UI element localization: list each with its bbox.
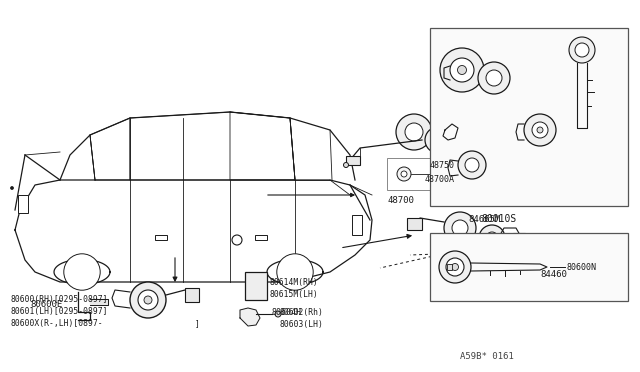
Circle shape	[452, 220, 468, 236]
Bar	[513, 233, 525, 243]
Circle shape	[478, 62, 510, 94]
Circle shape	[486, 232, 498, 244]
Circle shape	[144, 296, 152, 304]
Text: 80600(RH)[0295-0897]: 80600(RH)[0295-0897]	[10, 295, 108, 304]
Circle shape	[130, 282, 166, 318]
Text: 84460: 84460	[540, 270, 567, 279]
Text: 80600N: 80600N	[567, 263, 597, 272]
Bar	[447, 264, 452, 270]
Circle shape	[486, 70, 502, 86]
Circle shape	[537, 127, 543, 133]
Polygon shape	[577, 63, 587, 128]
Bar	[387, 158, 449, 190]
Text: 80010S: 80010S	[481, 214, 516, 224]
Circle shape	[569, 37, 595, 63]
Text: 80603(LH): 80603(LH)	[280, 320, 324, 329]
Text: 48700A: 48700A	[425, 175, 455, 184]
Text: ]: ]	[195, 319, 200, 328]
Circle shape	[458, 151, 486, 179]
Bar	[18, 195, 28, 213]
Bar	[407, 218, 422, 230]
Circle shape	[396, 114, 432, 150]
Circle shape	[138, 290, 158, 310]
Text: 80615M(LH): 80615M(LH)	[270, 290, 319, 299]
Circle shape	[232, 235, 242, 245]
Circle shape	[401, 171, 407, 177]
Circle shape	[444, 212, 476, 244]
Circle shape	[451, 263, 458, 270]
Bar	[255, 235, 267, 240]
Circle shape	[532, 122, 548, 138]
Text: 80601(LH)[0295-0897]: 80601(LH)[0295-0897]	[10, 307, 108, 316]
Bar	[185, 288, 199, 302]
Text: 80600E: 80600E	[30, 300, 62, 309]
Bar	[430, 28, 628, 206]
Bar	[546, 246, 560, 258]
Circle shape	[439, 251, 471, 283]
Polygon shape	[443, 124, 458, 140]
Circle shape	[490, 235, 530, 275]
Text: 80602(Rh): 80602(Rh)	[280, 308, 324, 317]
Circle shape	[344, 163, 349, 167]
Polygon shape	[90, 299, 108, 305]
Text: 80600X(R-,LH)[0897-: 80600X(R-,LH)[0897-	[10, 319, 102, 328]
Text: 80604H: 80604H	[272, 308, 302, 317]
Circle shape	[506, 251, 514, 259]
Circle shape	[64, 254, 100, 290]
Circle shape	[446, 258, 464, 276]
Circle shape	[479, 225, 505, 251]
Circle shape	[458, 65, 467, 74]
Text: 80614M(RH): 80614M(RH)	[270, 278, 319, 287]
Polygon shape	[471, 263, 547, 271]
Circle shape	[431, 133, 445, 147]
Text: 48700: 48700	[388, 196, 415, 205]
Circle shape	[425, 127, 451, 153]
Bar	[245, 272, 267, 300]
Bar	[155, 235, 167, 240]
Bar	[430, 233, 628, 301]
Bar	[352, 215, 362, 235]
Circle shape	[440, 48, 484, 92]
Circle shape	[276, 254, 313, 290]
Circle shape	[405, 123, 423, 141]
Circle shape	[524, 114, 556, 146]
Circle shape	[275, 311, 281, 317]
Polygon shape	[240, 308, 260, 326]
Circle shape	[450, 58, 474, 82]
Circle shape	[397, 167, 411, 181]
Circle shape	[499, 244, 521, 266]
Text: 84665M: 84665M	[468, 215, 500, 224]
Circle shape	[465, 158, 479, 172]
Circle shape	[10, 186, 13, 189]
Text: 48750: 48750	[430, 161, 455, 170]
Circle shape	[575, 43, 589, 57]
Bar	[440, 168, 452, 180]
Bar	[346, 156, 360, 165]
Text: A59B* 0161: A59B* 0161	[460, 352, 514, 361]
